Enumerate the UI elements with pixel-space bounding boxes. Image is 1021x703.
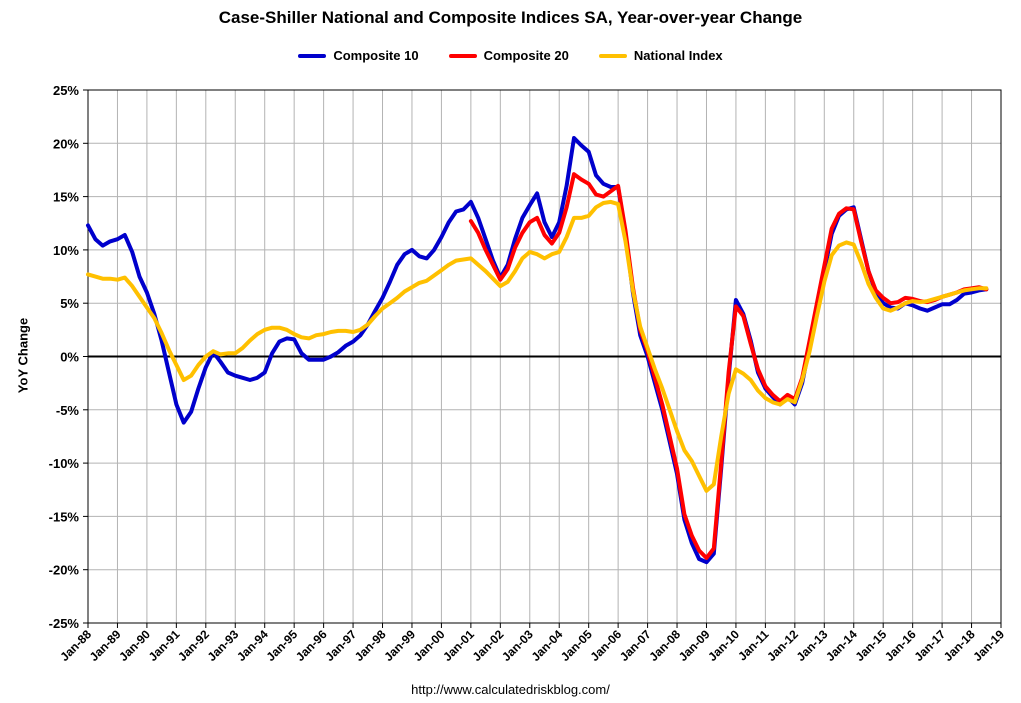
legend-item-national-index: National Index <box>598 48 723 63</box>
svg-text:-10%: -10% <box>49 456 80 471</box>
svg-text:Jan-15: Jan-15 <box>853 627 890 664</box>
svg-text:-25%: -25% <box>49 616 80 631</box>
svg-text:Jan-90: Jan-90 <box>116 627 153 664</box>
legend-label-composite-10: Composite 10 <box>333 48 419 63</box>
legend-swatch-composite-20 <box>448 53 477 58</box>
svg-text:Jan-03: Jan-03 <box>499 627 536 664</box>
svg-text:Jan-16: Jan-16 <box>882 627 919 664</box>
svg-text:Jan-00: Jan-00 <box>411 627 448 664</box>
svg-text:Jan-09: Jan-09 <box>676 627 713 664</box>
chart-title: Case-Shiller National and Composite Indi… <box>218 8 803 27</box>
legend-swatch-composite-10 <box>298 53 327 58</box>
svg-text:Jan-11: Jan-11 <box>735 627 772 664</box>
svg-text:0%: 0% <box>60 350 79 365</box>
svg-text:Jan-17: Jan-17 <box>911 627 948 664</box>
source-link[interactable]: http://www.calculatedriskblog.com/ <box>411 682 610 697</box>
svg-text:Jan-07: Jan-07 <box>617 627 654 664</box>
svg-text:Jan-88: Jan-88 <box>57 627 94 664</box>
svg-text:Jan-91: Jan-91 <box>146 627 183 664</box>
svg-text:Jan-18: Jan-18 <box>941 627 978 664</box>
svg-text:Jan-04: Jan-04 <box>529 627 566 664</box>
svg-text:Jan-97: Jan-97 <box>322 627 359 664</box>
svg-text:5%: 5% <box>60 296 79 311</box>
svg-text:Jan-14: Jan-14 <box>823 627 860 664</box>
svg-text:Jan-06: Jan-06 <box>587 627 624 664</box>
legend: Composite 10 Composite 20 National Index <box>0 48 1021 63</box>
svg-text:Jan-98: Jan-98 <box>352 627 389 664</box>
svg-text:Jan-89: Jan-89 <box>87 627 124 664</box>
legend-label-national-index: National Index <box>633 48 723 63</box>
svg-text:-15%: -15% <box>49 509 80 524</box>
svg-text:Jan-02: Jan-02 <box>470 627 507 664</box>
svg-text:Jan-95: Jan-95 <box>263 627 300 664</box>
svg-text:Jan-12: Jan-12 <box>764 627 801 664</box>
svg-text:Jan-96: Jan-96 <box>293 627 330 664</box>
svg-text:Jan-01: Jan-01 <box>440 627 477 664</box>
svg-text:-5%: -5% <box>56 403 80 418</box>
legend-item-composite-20: Composite 20 <box>448 48 569 63</box>
svg-text:10%: 10% <box>53 243 79 258</box>
legend-label-composite-20: Composite 20 <box>483 48 569 63</box>
svg-text:20%: 20% <box>53 136 79 151</box>
svg-text:Jan-08: Jan-08 <box>646 627 683 664</box>
svg-text:25%: 25% <box>53 83 79 98</box>
svg-text:Jan-99: Jan-99 <box>381 627 418 664</box>
svg-text:Jan-13: Jan-13 <box>794 627 831 664</box>
svg-text:Jan-05: Jan-05 <box>558 627 595 664</box>
svg-text:Jan-94: Jan-94 <box>234 627 271 664</box>
svg-text:15%: 15% <box>53 190 79 205</box>
legend-swatch-national-index <box>598 53 627 58</box>
y-axis-label: YoY Change <box>15 317 31 394</box>
svg-text:Jan-10: Jan-10 <box>705 627 742 664</box>
svg-text:Jan-93: Jan-93 <box>205 627 242 664</box>
svg-text:Jan-92: Jan-92 <box>175 627 212 664</box>
svg-text:Jan-19: Jan-19 <box>970 627 1007 664</box>
svg-text:-20%: -20% <box>49 563 80 578</box>
legend-item-composite-10: Composite 10 <box>298 48 419 63</box>
